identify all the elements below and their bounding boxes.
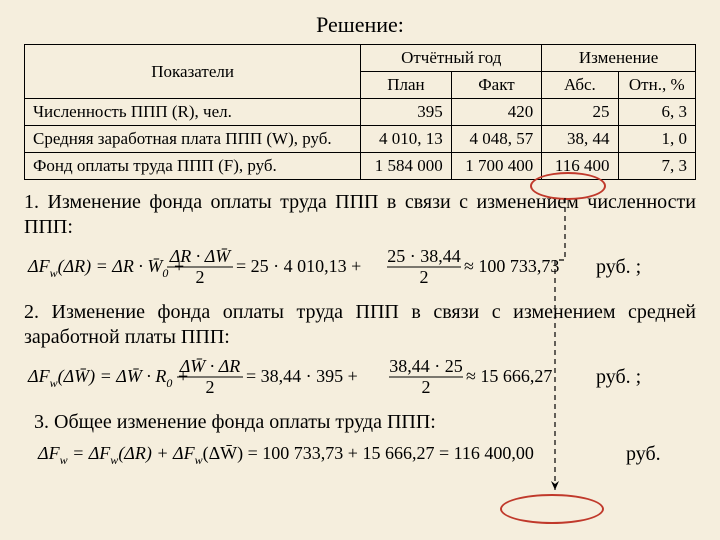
cell-abs: 116 400 [542, 153, 618, 180]
svg-text:ΔW̄ · ΔR: ΔW̄ · ΔR [179, 356, 241, 376]
svg-text:ΔR · ΔW̄: ΔR · ΔW̄ [169, 246, 233, 266]
page-title: Решение: [24, 12, 696, 38]
unit-rub: руб. ; [596, 366, 641, 389]
cell-fact: 4 048, 57 [451, 126, 542, 153]
svg-text:2: 2 [420, 267, 429, 287]
cell-plan: 395 [361, 99, 452, 126]
svg-text:= 38,44 · 395 +: = 38,44 · 395 + [246, 366, 358, 386]
hdr-abs: Абс. [542, 72, 618, 99]
cell-rel: 1, 0 [618, 126, 695, 153]
svg-text:38,44 · 25: 38,44 · 25 [389, 356, 463, 376]
hdr-report-year: Отчётный год [361, 45, 542, 72]
formula-1: ΔFw(ΔR) = ΔR · W̄0 + ΔR · ΔW̄ 2 = 25 · 4… [24, 244, 696, 290]
cell-fact: 420 [451, 99, 542, 126]
table-header-row-1: Показатели Отчётный год Изменение [25, 45, 696, 72]
hdr-plan: План [361, 72, 452, 99]
cell-plan: 4 010, 13 [361, 126, 452, 153]
svg-text:2: 2 [422, 377, 431, 397]
cell-label: Численность ППП (R), чел. [25, 99, 361, 126]
paragraph-1: 1. Изменение фонда оплаты труда ППП в св… [24, 190, 696, 240]
svg-text:ΔFw(ΔW̄) = ΔW̄ · R0 +: ΔFw(ΔW̄) = ΔW̄ · R0 + [27, 366, 189, 390]
formula-2: ΔFw(ΔW̄) = ΔW̄ · R0 + ΔW̄ · ΔR 2 = 38,44… [24, 354, 696, 400]
svg-text:= 25 · 4 010,13 +: = 25 · 4 010,13 + [236, 256, 361, 276]
formula-3: ΔFw = ΔFw(ΔR) + ΔFw(ΔW̄) = 100 733,73 + … [24, 439, 696, 469]
hdr-fact: Факт [451, 72, 542, 99]
svg-text:≈ 15 666,27: ≈ 15 666,27 [466, 366, 552, 386]
table-row: Фонд оплаты труда ППП (F), руб. 1 584 00… [25, 153, 696, 180]
paragraph-2: 2. Изменение фонда оплаты труда ППП в св… [24, 300, 696, 350]
cell-label: Средняя заработная плата ППП (W), руб. [25, 126, 361, 153]
unit-rub: руб. [626, 443, 661, 466]
svg-text:2: 2 [206, 377, 215, 397]
cell-plan: 1 584 000 [361, 153, 452, 180]
cell-rel: 7, 3 [618, 153, 695, 180]
table-row: Численность ППП (R), чел. 395 420 25 6, … [25, 99, 696, 126]
paragraph-3: 3. Общее изменение фонда оплаты труда ПП… [24, 410, 696, 435]
hdr-change: Изменение [542, 45, 696, 72]
cell-abs: 38, 44 [542, 126, 618, 153]
table-row: Средняя заработная плата ППП (W), руб. 4… [25, 126, 696, 153]
svg-text:ΔFw = ΔFw(ΔR) + ΔFw(ΔW̄) = 100: ΔFw = ΔFw(ΔR) + ΔFw(ΔW̄) = 100 733,73 + … [37, 443, 534, 467]
cell-fact: 1 700 400 [451, 153, 542, 180]
hdr-rel: Отн., % [618, 72, 695, 99]
svg-text:2: 2 [196, 267, 205, 287]
hdr-indicators: Показатели [25, 45, 361, 99]
cell-rel: 6, 3 [618, 99, 695, 126]
data-table: Показатели Отчётный год Изменение План Ф… [24, 44, 696, 180]
svg-text:≈ 100 733,73: ≈ 100 733,73 [464, 256, 559, 276]
svg-text:25 · 38,44: 25 · 38,44 [387, 246, 461, 266]
unit-rub: руб. ; [596, 256, 641, 279]
cell-abs: 25 [542, 99, 618, 126]
highlight-ellipse-2 [500, 494, 604, 524]
svg-text:ΔFw(ΔR) = ΔR · W̄0 +: ΔFw(ΔR) = ΔR · W̄0 + [27, 256, 185, 280]
cell-label: Фонд оплаты труда ППП (F), руб. [25, 153, 361, 180]
